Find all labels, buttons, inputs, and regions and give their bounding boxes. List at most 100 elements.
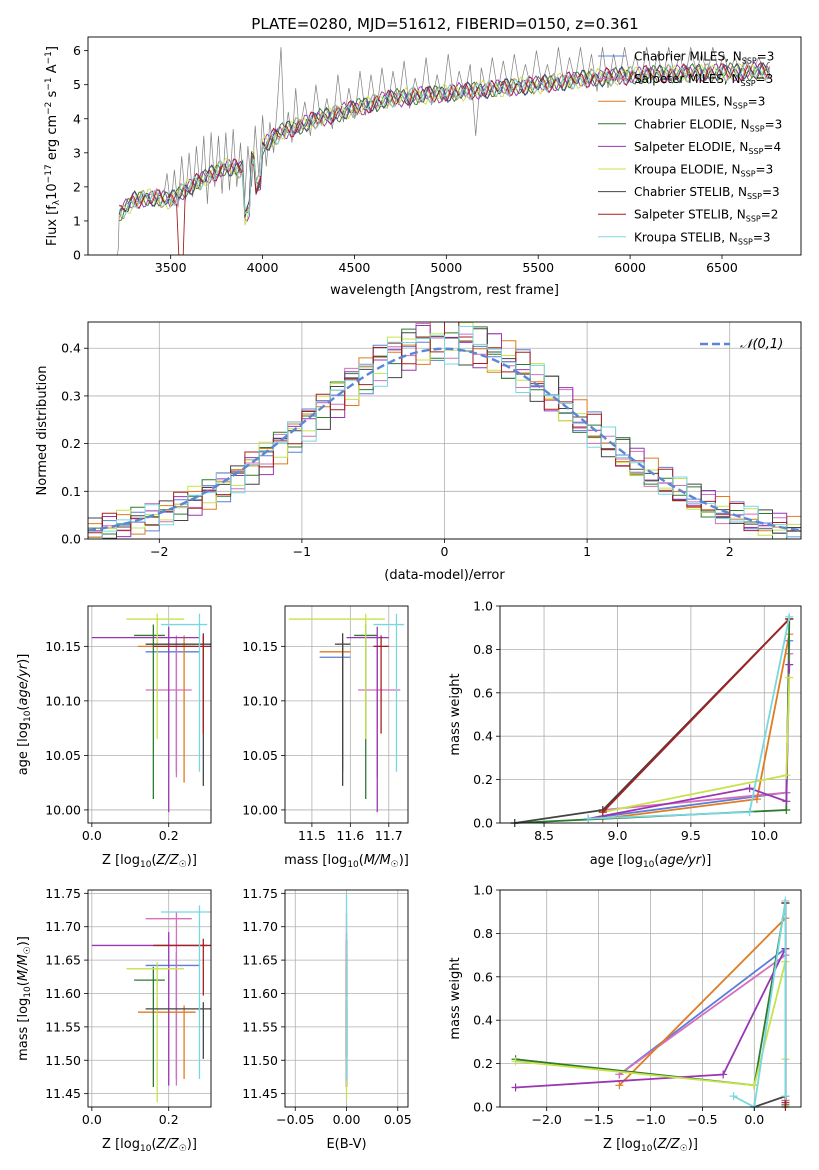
series-marker: [598, 808, 607, 817]
histogram: [88, 325, 801, 539]
x-tick-label: 6500: [706, 260, 738, 275]
series-marker: [719, 1070, 728, 1079]
y-tick-label: 5: [73, 77, 81, 92]
model-line: [119, 61, 771, 255]
y-tick-label: 10.10: [242, 693, 278, 708]
y-tick-label: 11.45: [45, 1086, 81, 1101]
y-axis-label: age [log10(age/yr)]: [16, 654, 33, 776]
axes-frame: [284, 605, 409, 824]
model-line: [118, 62, 771, 226]
plot-area-age_vs_mass: [288, 613, 405, 813]
y-tick-label: 10.15: [45, 639, 81, 654]
x-tick-label: 3500: [155, 260, 187, 275]
x-tick-label: 0.2: [159, 1112, 179, 1127]
x-axis-label: mass [log10(M/M☉)]: [284, 853, 409, 870]
panel-residuals: −2 −1 0 1 2 0.0 0.1 0.2 0.3 0.4 𝒩(0,1) (data-model)…: [35, 321, 802, 583]
panel-age_vs_mass: 11.5 11.6 11.7 10.00 10.05 10.10 10.15 mass [lo…: [242, 605, 409, 870]
x-tick-label: −1.5: [583, 1112, 613, 1127]
y-tick-label: 11.50: [45, 1053, 81, 1068]
y-axis-label: mass [log10(M/M☉)]: [16, 936, 33, 1061]
panel-mw_vs_Z: −2.0 −1.5 −1.0 −0.5 0.0 0.0 0.2 0.4 0.6 0.8 1.0 mas…: [448, 883, 802, 1154]
legend-label: Salpeter ELODIE, NSSP=4: [634, 140, 781, 156]
panel-mass_vs_Z: 0.0 0.2 11.45 11.50 11.55 11.60 11.65 11.70 11.7…: [16, 886, 212, 1154]
legend-label: Chabrier ELODIE, NSSP=3: [634, 117, 782, 133]
y-tick-label: 2: [73, 179, 81, 194]
y-tick-label: 11.70: [45, 919, 81, 934]
plot-area-mw_vs_age: [510, 612, 794, 827]
x-axis-label: age [log10(age/yr)]: [590, 853, 712, 870]
series-marker: [782, 797, 791, 806]
x-axis-label: Z [log10(Z/Z☉)]: [102, 1137, 197, 1154]
panel-mass_vs_ebv: −0.05 0.00 0.05 11.45 11.50 11.55 11.60 11.65 11…: [242, 886, 411, 1152]
plot-area-mw_vs_Z: [511, 896, 790, 1111]
series-line: [602, 653, 791, 811]
series-line: [733, 900, 787, 1109]
figure-title: PLATE=0280, MJD=51612, FIBERID=0150, z=0…: [251, 15, 638, 33]
plot-area-age_vs_Z: [91, 613, 211, 813]
legend-label: Chabrier MILES, NSSP=3: [634, 50, 774, 66]
series-marker: [785, 673, 794, 682]
x-tick-label: 5500: [522, 260, 554, 275]
y-tick-label: 11.55: [45, 1019, 81, 1034]
y-tick-label: 4: [73, 111, 81, 126]
x-tick-label: 4000: [247, 260, 279, 275]
y-tick-label: 11.75: [242, 886, 278, 901]
y-tick-label: 11.60: [242, 986, 278, 1001]
y-tick-label: 11.50: [242, 1053, 278, 1068]
x-axis-label: Z [log10(Z/Z☉)]: [102, 853, 197, 870]
x-tick-label: 10.0: [750, 828, 778, 843]
plot-area-spectrum: [115, 47, 771, 255]
y-tick-label: 11.45: [242, 1086, 278, 1101]
x-axis-label: Z [log10(Z/Z☉)]: [603, 1137, 698, 1154]
series-marker: [511, 1083, 520, 1092]
y-tick-label: 0.3: [61, 388, 81, 403]
legend-label: Kroupa MILES, NSSP=3: [634, 95, 765, 111]
series-marker: [729, 1092, 738, 1101]
plot-area-residuals: [88, 322, 801, 539]
legend-label: Chabrier STELIB, NSSP=3: [634, 185, 780, 201]
y-tick-label: 11.65: [45, 953, 81, 968]
y-tick-label: 0.8: [473, 642, 493, 657]
x-tick-label: 11.6: [336, 828, 364, 843]
x-axis-label: wavelength [Angstrom, rest frame]: [330, 283, 559, 298]
x-tick-label: 11.5: [298, 828, 326, 843]
x-axis-label: E(B-V): [326, 1137, 366, 1152]
y-tick-label: 0.2: [473, 1056, 493, 1071]
legend-label: Salpeter MILES, NSSP=3: [634, 72, 773, 88]
series-marker: [752, 795, 761, 804]
axes-frame: [499, 889, 802, 1108]
gaussian-curve: [88, 347, 801, 532]
y-tick-label: 3: [73, 145, 81, 160]
axes-frame: [284, 889, 409, 1108]
y-tick-label: 11.55: [242, 1019, 278, 1034]
axes-frame: [87, 36, 802, 256]
legend-label: Kroupa STELIB, NSSP=3: [634, 230, 771, 246]
panel-age_vs_Z: 0.0 0.2 10.00 10.05 10.10 10.15 Z [log10(Z/Z☉)…: [16, 605, 212, 870]
series-marker: [745, 808, 754, 817]
plot-area-mass_vs_Z: [91, 905, 211, 1103]
x-tick-label: 5000: [430, 260, 462, 275]
panel-mw_vs_age: 8.5 9.0 9.5 10.0 0.0 0.2 0.4 0.6 0.8 1.0 mass weig…: [448, 599, 802, 870]
y-tick-label: 11.75: [45, 886, 81, 901]
x-tick-label: 8.5: [534, 828, 554, 843]
series-marker: [785, 612, 794, 621]
panel-spectrum: 3500 4000 4500 5000 5500 6000 6500 0 1 2 3 4 5 6 Chabr…: [44, 36, 802, 298]
x-tick-label: 9.5: [681, 828, 701, 843]
x-tick-label: 1: [583, 544, 591, 559]
y-tick-label: 0.4: [473, 729, 493, 744]
y-tick-label: 10.05: [242, 748, 278, 763]
x-tick-label: 4500: [339, 260, 371, 275]
y-tick-label: 0.6: [473, 969, 493, 984]
series-marker: [745, 784, 754, 793]
series-marker: [781, 1092, 790, 1101]
y-tick-label: 0.4: [61, 341, 81, 356]
axes-frame: [87, 605, 212, 824]
y-tick-label: 10.10: [45, 693, 81, 708]
y-tick-label: 11.65: [242, 953, 278, 968]
x-axis-label: (data-model)/error: [384, 568, 505, 583]
x-tick-label: 2: [726, 544, 734, 559]
x-tick-label: 0.00: [333, 1112, 361, 1127]
x-tick-label: −0.05: [276, 1112, 314, 1127]
y-tick-label: 11.60: [45, 986, 81, 1001]
